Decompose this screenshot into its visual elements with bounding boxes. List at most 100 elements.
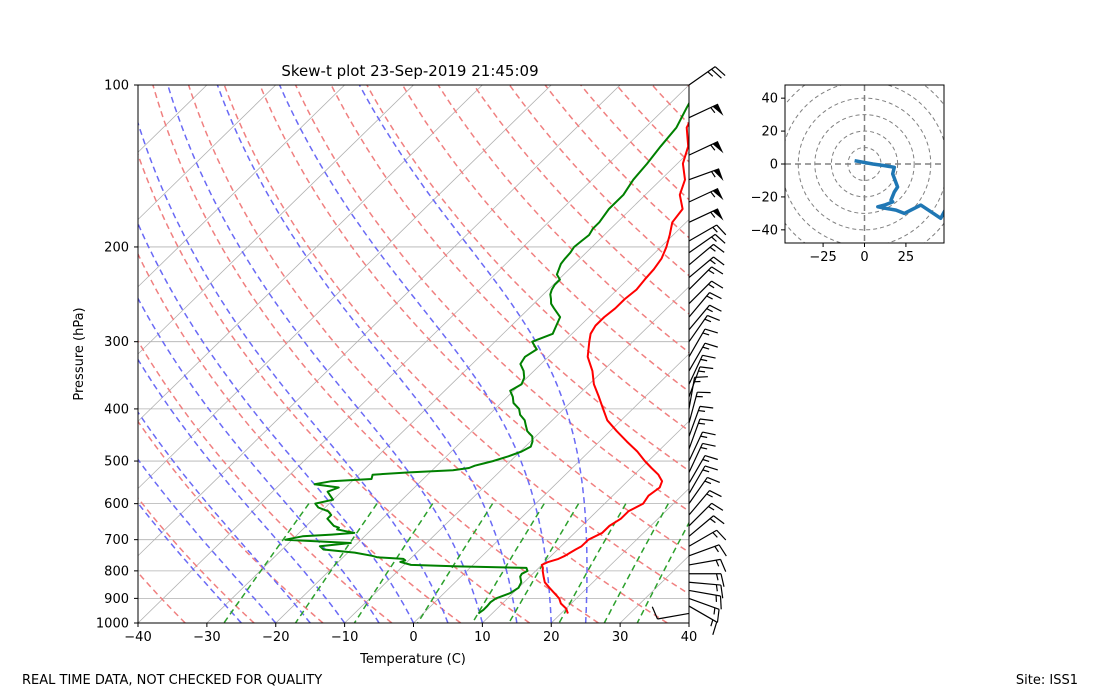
wind-barb — [688, 581, 724, 599]
wind-barb-flag — [716, 529, 727, 541]
isotherm-line — [0, 85, 69, 623]
dry-adiabat-line — [401, 85, 689, 393]
wind-barb — [688, 455, 718, 484]
hodograph-line — [854, 158, 944, 221]
x-tick-label: −10 — [331, 630, 358, 645]
wind-barb-flag — [714, 233, 726, 244]
wind-barb — [688, 515, 725, 537]
isotherm-line — [413, 353, 689, 623]
wind-barb-flag — [711, 502, 724, 511]
wind-barb-shaft — [688, 355, 704, 385]
x-tick-label: −40 — [124, 630, 151, 645]
hodograph-y-tick-label: −20 — [751, 190, 778, 205]
wind-barb — [688, 405, 714, 437]
mixing-ratio-line — [471, 503, 545, 623]
dry-adiabats — [138, 85, 1100, 623]
skewt-panel: −40 −30 −20 −10 0 10 20 30 40 100090080070060050… — [0, 62, 1100, 667]
dry-adiabat-line — [294, 85, 689, 513]
wind-barb-flag — [713, 256, 725, 266]
wind-barb-half-flag — [708, 269, 715, 275]
wind-barb-flag — [702, 354, 716, 359]
wind-barb-half-flag — [700, 446, 708, 450]
wind-barb-shaft — [688, 256, 714, 279]
dry-adiabat-line — [724, 85, 1100, 623]
wind-barb — [688, 256, 725, 279]
wind-barb-flag — [719, 559, 727, 572]
wind-barb — [689, 573, 725, 587]
wind-barb-half-flag — [708, 283, 715, 289]
isotherm-line — [138, 85, 414, 355]
moist-adiabat-line — [138, 120, 449, 623]
y-tick-label: 100 — [104, 79, 129, 94]
isotherm-line — [550, 487, 689, 623]
hodograph-ring — [814, 114, 915, 214]
wind-barb — [688, 292, 722, 318]
x-tick-label: −20 — [262, 630, 289, 645]
x-tick-label: 40 — [681, 630, 698, 645]
wind-barb-flag — [707, 314, 720, 322]
wind-barb — [688, 66, 726, 86]
mixing-ratio-line — [294, 503, 378, 623]
wind-barb-flag — [720, 584, 724, 599]
dewpoint-trace — [284, 101, 689, 615]
dry-adiabat-line — [473, 85, 689, 315]
wind-barb-shaft — [688, 465, 706, 495]
wind-barb-half-flag — [698, 422, 706, 425]
wind-barb-half-flag — [710, 211, 716, 218]
quality-disclaimer: REAL TIME DATA, NOT CHECKED FOR QUALITY — [22, 673, 323, 688]
wind-barb-half-flag — [707, 71, 714, 77]
wind-barb — [688, 187, 724, 203]
wind-barb-shaft — [688, 502, 713, 527]
wind-barb-shaft — [688, 581, 721, 586]
wind-barb — [688, 342, 718, 372]
x-tick-label: 0 — [409, 630, 417, 645]
moist-adiabat-line — [138, 358, 346, 623]
wind-barb — [688, 489, 722, 516]
y-tick-label: 400 — [104, 402, 129, 417]
isotherm-lines — [0, 85, 689, 623]
wind-barb — [688, 391, 711, 424]
isotherm-line — [138, 85, 689, 623]
wind-barb-pennant — [713, 168, 724, 181]
hodograph-y-tick-label: −40 — [751, 223, 778, 238]
hodograph-y-tick-label: 0 — [770, 158, 778, 173]
hodograph-x-tick-label: −25 — [809, 250, 836, 265]
wind-barb-flag — [716, 224, 727, 236]
wind-barb-half-flag — [710, 107, 716, 114]
wind-barb-half-flag — [709, 518, 716, 524]
mixing-ratio-line — [353, 503, 434, 623]
y-tick-label: 1000 — [96, 617, 129, 632]
dry-adiabat-line — [152, 85, 599, 623]
x-tick-label: 10 — [474, 630, 491, 645]
wind-barb — [688, 589, 722, 610]
moist-adiabat-line — [278, 85, 553, 623]
wind-barb-shaft — [688, 515, 714, 537]
mixing-ratio-line — [417, 503, 494, 623]
wind-barb — [688, 476, 720, 504]
wind-barb — [688, 328, 718, 358]
mixing-ratio-line — [223, 503, 310, 623]
wind-barb-flag — [716, 609, 720, 623]
wind-barb-shaft — [688, 280, 713, 305]
wind-barb — [688, 597, 720, 623]
dry-adiabat-line — [138, 420, 324, 623]
dry-adiabat-line — [508, 85, 689, 277]
y-tick-label: 300 — [104, 335, 129, 350]
wind-barb-flag — [712, 621, 718, 635]
dry-adiabat-line — [138, 571, 186, 623]
wind-barb — [688, 502, 724, 527]
wind-barb-pennant — [712, 208, 724, 221]
isotherm-line — [138, 85, 345, 288]
wind-barb-half-flag — [713, 607, 716, 615]
wind-barb — [688, 314, 720, 343]
wind-barb-shaft — [688, 597, 720, 610]
wind-barb-shaft — [688, 455, 706, 484]
wind-barb-shaft — [688, 187, 719, 203]
moist-adiabat-line — [358, 85, 588, 623]
isotherm-line — [275, 218, 689, 623]
wind-barb-shaft — [657, 612, 690, 620]
wind-barb — [688, 233, 726, 254]
wind-barb-flag — [711, 68, 722, 79]
chart-title: Skew-t plot 23-Sep-2019 21:45:09 — [281, 62, 538, 80]
wind-barb-flag — [714, 66, 726, 77]
